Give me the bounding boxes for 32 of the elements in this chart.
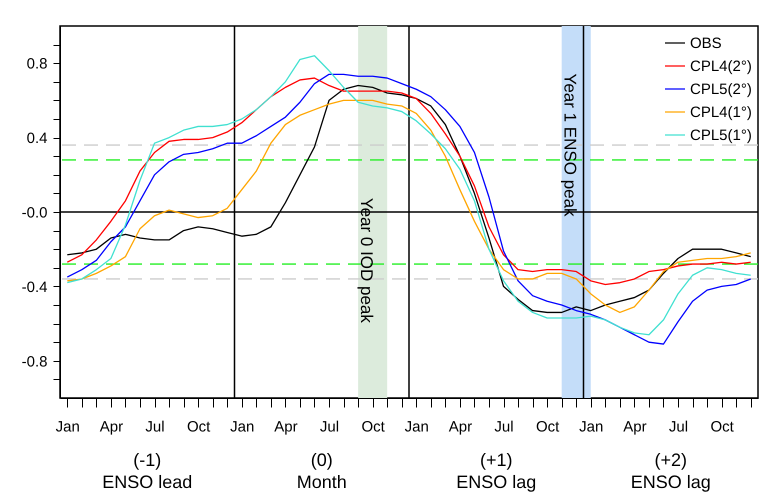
x-tick-label: Jan: [579, 418, 604, 436]
y-tick-label: -0.8: [22, 353, 48, 370]
x-tick-label: Oct: [710, 418, 735, 436]
annotation: Year 1 ENSO peak: [560, 74, 580, 218]
x-tick-label: Jan: [230, 418, 254, 436]
x-tick-label: Apr: [448, 418, 472, 436]
x-tick-label: Apr: [100, 418, 124, 436]
x-tick-label: Jan: [56, 418, 80, 436]
y-tick-label: -0.0: [22, 204, 48, 222]
x-tick-label: Oct: [361, 418, 386, 436]
y-tick-label: -0.4: [22, 278, 48, 296]
text: (-1) ENSO lead: [102, 450, 192, 492]
legend-label: CPL4(2°): [690, 58, 752, 75]
text: (+2) ENSO lag: [630, 450, 711, 492]
x-tick-label: Jul: [145, 418, 165, 436]
x-tick-label: Jul: [320, 418, 340, 436]
legend-label: OBS: [690, 35, 722, 52]
y-tick-label: 0.4: [26, 130, 48, 148]
legend-label: CPL5(1°): [690, 127, 752, 144]
text: (0) Month: [296, 450, 347, 492]
legend-label: CPL4(1°): [690, 104, 752, 121]
annotation: Year 0 IOD peak: [357, 198, 376, 324]
x-tick-label: Oct: [186, 418, 212, 436]
x-tick-label: Oct: [536, 418, 560, 436]
x-tick-label: Apr: [274, 418, 298, 436]
x-tick-label: Apr: [623, 418, 647, 436]
x-tick-label: Jul: [494, 418, 514, 436]
y-tick-label: 0.8: [26, 56, 48, 73]
legend-label: CPL5(2°): [690, 81, 752, 98]
text: (+1) ENSO lag: [456, 450, 536, 492]
x-tick-label: Jul: [668, 418, 688, 436]
x-tick-label: Jan: [404, 418, 429, 436]
